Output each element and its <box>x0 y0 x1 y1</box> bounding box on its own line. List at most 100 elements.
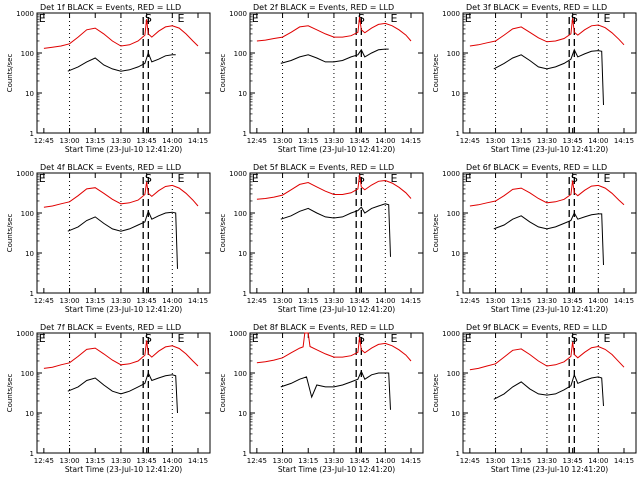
x-tick-label: 13:30 <box>537 137 557 145</box>
event-marker: E <box>465 172 472 185</box>
x-tick-label: 13:00 <box>59 137 79 145</box>
y-tick-label: 1 <box>30 130 34 138</box>
event-marker: E <box>177 172 184 185</box>
panel-title: Det 5f BLACK = Events, RED = LLD <box>253 163 394 172</box>
event-marker: E <box>39 172 46 185</box>
y-axis-label: Counts/sec <box>432 54 440 93</box>
y-tick-label: 10 <box>25 410 34 418</box>
x-tick-label: 13:00 <box>59 297 79 305</box>
x-tick-label: 13:00 <box>485 137 505 145</box>
y-tick-label: 10 <box>25 250 34 258</box>
x-tick-label: 13:30 <box>324 457 344 465</box>
x-tick-label: 12:45 <box>247 297 267 305</box>
x-tick-label: 13:15 <box>85 297 105 305</box>
event-marker: S <box>145 12 152 25</box>
x-tick-label: 13:15 <box>511 457 531 465</box>
y-tick-label: 100 <box>234 370 247 378</box>
y-tick-label: 1 <box>456 130 460 138</box>
x-tick-label: 14:15 <box>188 457 208 465</box>
plot-frame <box>36 172 211 294</box>
x-tick-label: 14:15 <box>614 297 634 305</box>
x-tick-label: 14:00 <box>588 297 608 305</box>
x-tick-label: 13:00 <box>272 297 292 305</box>
x-axis-label: Start Time (23-Jul-10 12:41:20) <box>491 305 608 314</box>
x-tick-label: 13:00 <box>272 137 292 145</box>
y-axis-label: Counts/sec <box>219 214 227 253</box>
plot-frame <box>462 332 637 454</box>
x-tick-label: 14:00 <box>375 297 395 305</box>
series-line-events <box>493 373 604 407</box>
y-tick-label: 10 <box>25 90 34 98</box>
x-tick-label: 13:45 <box>137 297 157 305</box>
x-tick-label: 13:45 <box>563 297 583 305</box>
panel-title: Det 2f BLACK = Events, RED = LLD <box>253 3 394 12</box>
event-marker: E <box>603 12 610 25</box>
x-tick-label: 12:45 <box>247 137 267 145</box>
series-line-lld <box>469 341 625 371</box>
x-axis-label: Start Time (23-Jul-10 12:41:20) <box>65 465 182 474</box>
plot-frame <box>462 172 637 294</box>
y-tick-label: 1000 <box>229 170 247 178</box>
x-tick-label: 13:45 <box>350 457 370 465</box>
event-marker: E <box>252 332 259 345</box>
y-tick-label: 1 <box>456 290 460 298</box>
x-tick-label: 14:15 <box>614 137 634 145</box>
series-line-events <box>493 211 604 266</box>
y-tick-label: 1 <box>243 450 247 458</box>
y-tick-label: 1 <box>243 130 247 138</box>
event-marker: E <box>39 332 46 345</box>
event-marker: E <box>603 172 610 185</box>
x-tick-label: 14:15 <box>401 457 421 465</box>
x-tick-label: 13:15 <box>85 457 105 465</box>
x-tick-label: 13:15 <box>511 137 531 145</box>
event-marker: S <box>358 172 365 185</box>
series-line-events <box>67 51 176 72</box>
y-tick-label: 100 <box>21 370 34 378</box>
x-axis-label: Start Time (23-Jul-10 12:41:20) <box>278 145 395 154</box>
x-tick-label: 13:30 <box>111 137 131 145</box>
plot-frame <box>36 332 211 454</box>
x-tick-label: 12:45 <box>460 297 480 305</box>
x-tick-label: 13:45 <box>137 137 157 145</box>
x-axis-label: Start Time (23-Jul-10 12:41:20) <box>65 305 182 314</box>
y-tick-label: 100 <box>234 210 247 218</box>
x-tick-label: 12:45 <box>247 457 267 465</box>
x-tick-label: 13:30 <box>324 137 344 145</box>
event-marker: E <box>390 172 397 185</box>
x-axis-label: Start Time (23-Jul-10 12:41:20) <box>278 465 395 474</box>
y-tick-label: 1000 <box>229 330 247 338</box>
event-marker: E <box>177 332 184 345</box>
x-tick-label: 13:15 <box>298 457 318 465</box>
y-tick-label: 10 <box>451 90 460 98</box>
y-tick-label: 10 <box>238 410 247 418</box>
plot-frame <box>249 172 424 294</box>
y-axis-label: Counts/sec <box>6 54 14 93</box>
event-marker: S <box>571 12 578 25</box>
event-marker: E <box>252 12 259 25</box>
x-tick-label: 13:30 <box>537 457 557 465</box>
series-line-lld <box>256 16 412 42</box>
x-tick-label: 14:00 <box>375 137 395 145</box>
event-marker: E <box>603 332 610 345</box>
panel-title: Det 8f BLACK = Events, RED = LLD <box>253 323 394 332</box>
event-marker: E <box>465 332 472 345</box>
y-tick-label: 1000 <box>442 170 460 178</box>
x-tick-label: 13:00 <box>485 457 505 465</box>
y-tick-label: 1000 <box>16 330 34 338</box>
x-tick-label: 14:15 <box>188 137 208 145</box>
y-tick-label: 1000 <box>16 10 34 18</box>
x-tick-label: 14:15 <box>401 137 421 145</box>
plot-frame <box>462 12 637 134</box>
series-line-events <box>493 48 604 106</box>
panel-title: Det 7f BLACK = Events, RED = LLD <box>40 323 181 332</box>
x-tick-label: 14:00 <box>588 137 608 145</box>
x-tick-label: 14:15 <box>188 297 208 305</box>
y-tick-label: 1 <box>30 450 34 458</box>
series-line-lld <box>469 17 625 47</box>
x-tick-label: 12:45 <box>34 297 54 305</box>
y-axis-label: Counts/sec <box>432 214 440 253</box>
x-tick-label: 12:45 <box>460 137 480 145</box>
event-marker: E <box>252 172 259 185</box>
y-tick-label: 100 <box>234 50 247 58</box>
y-axis-label: Counts/sec <box>432 374 440 413</box>
